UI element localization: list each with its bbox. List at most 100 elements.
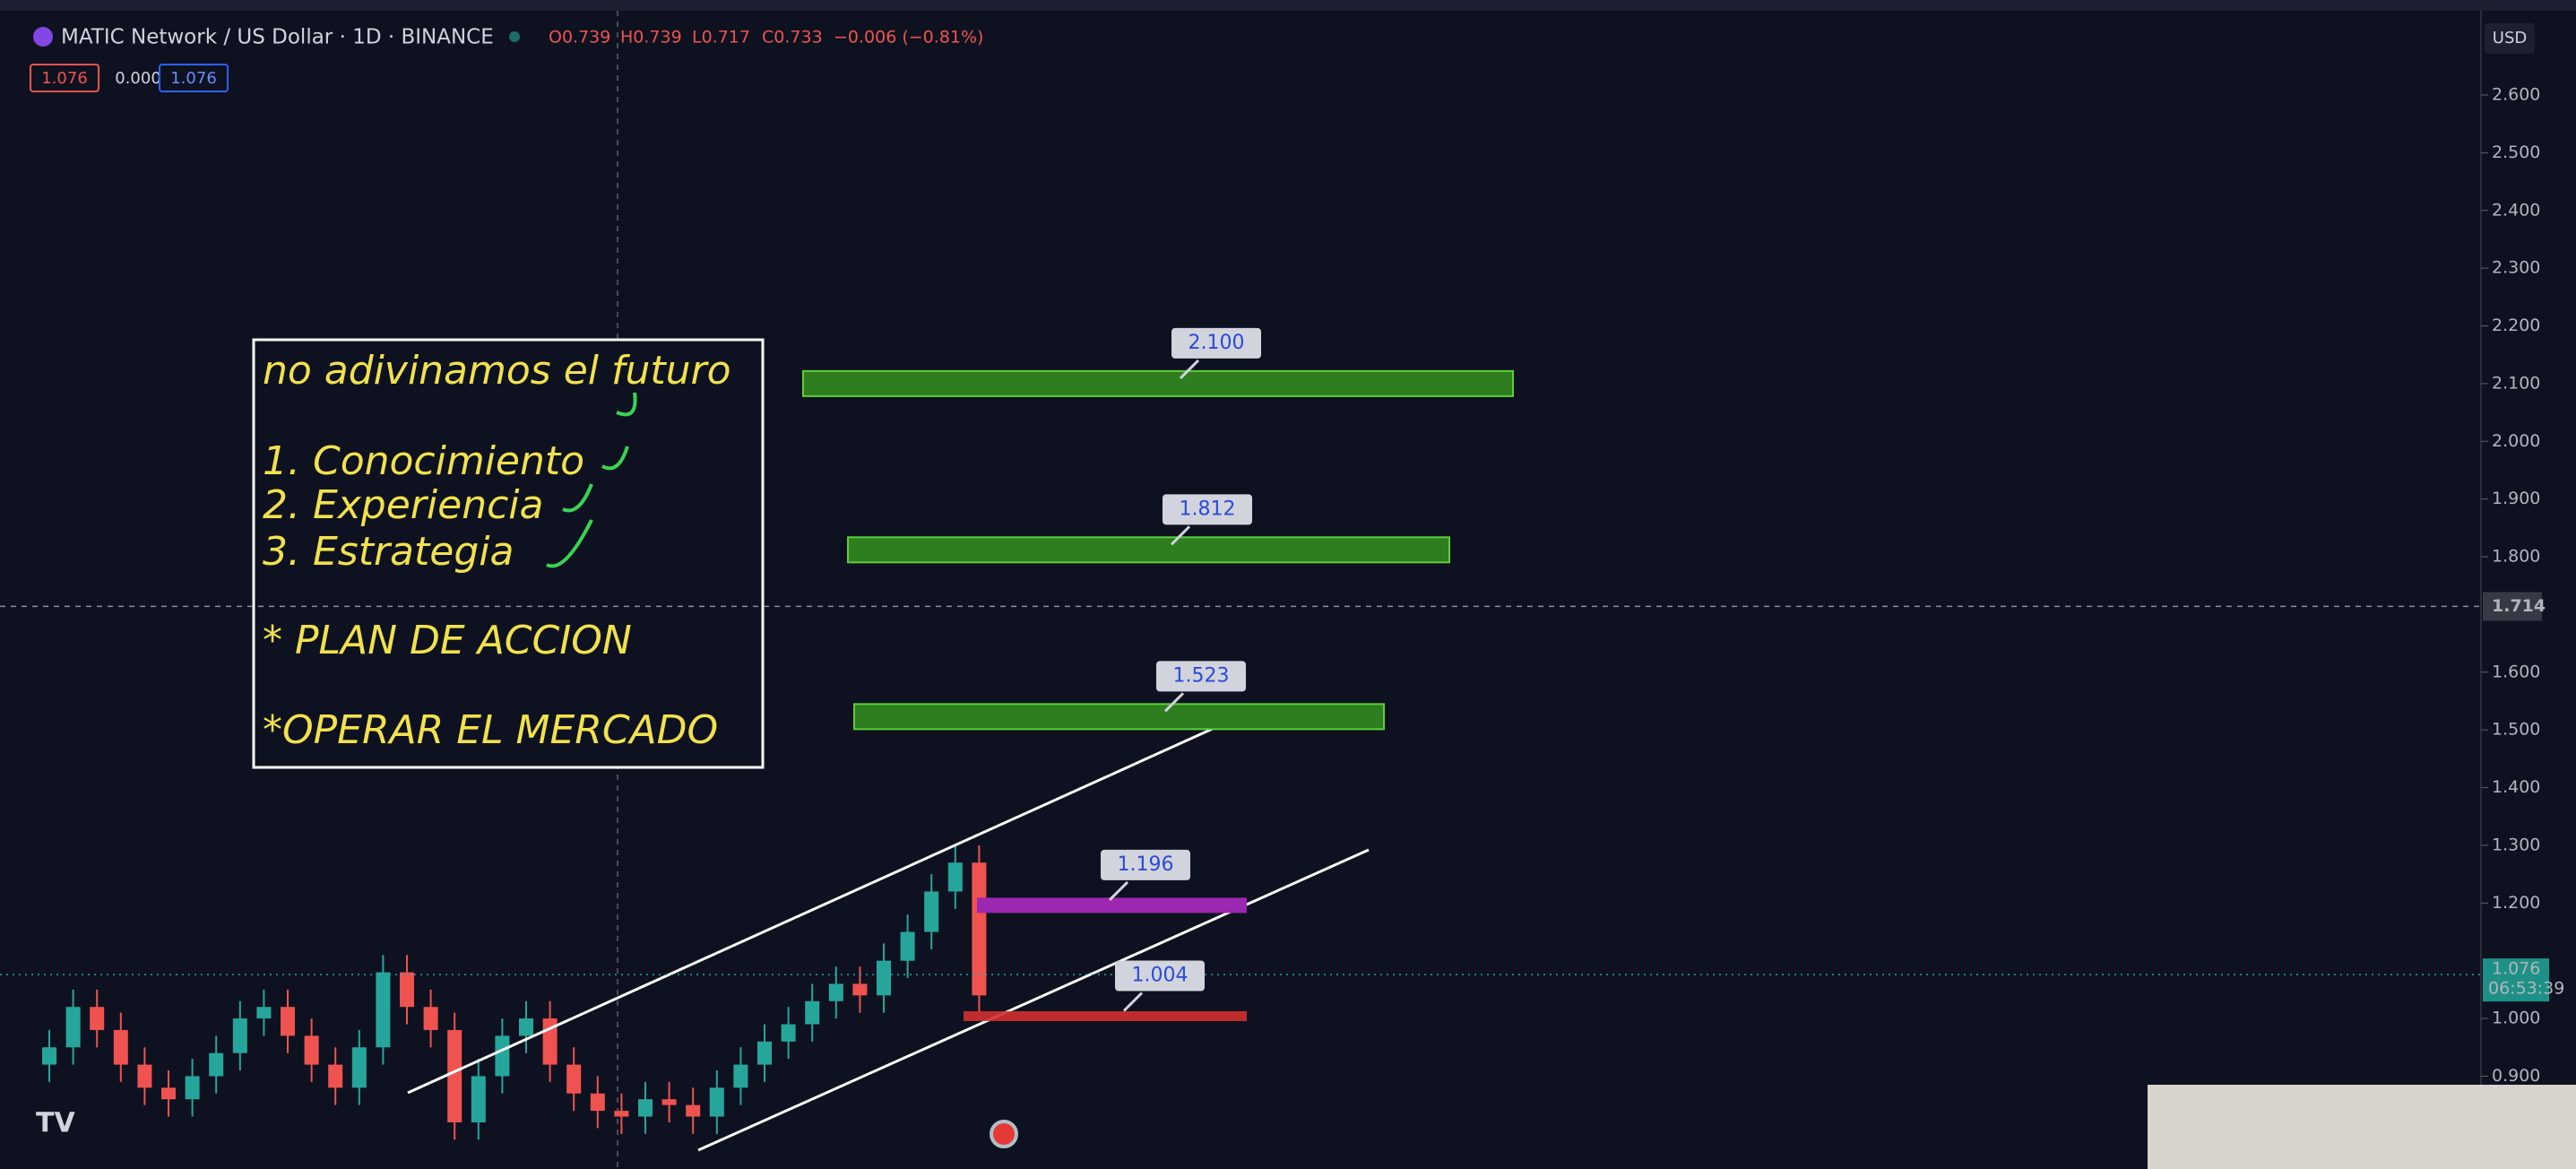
y-tick-label: 2.500	[2492, 143, 2540, 162]
candle-body	[447, 1029, 462, 1122]
y-tick-label: 1.500	[2492, 720, 2540, 740]
ohlc-value: L0.717	[692, 28, 750, 48]
y-tick-label: 2.600	[2492, 85, 2540, 105]
y-tick-label: 1.900	[2492, 489, 2540, 508]
level-label: 1.004	[1132, 965, 1189, 987]
level-label-box	[1163, 494, 1252, 525]
candle-body	[232, 1018, 247, 1053]
candle-body	[924, 891, 939, 932]
candle-body	[137, 1064, 152, 1088]
candle-body	[209, 1052, 224, 1077]
ohlc-value: C0.733	[762, 28, 823, 48]
check-marks	[546, 392, 637, 568]
candle-body	[877, 960, 891, 996]
candle-body	[972, 862, 987, 996]
level-zone	[847, 536, 1450, 564]
plot	[42, 844, 987, 1140]
label-pointer	[1163, 692, 1185, 713]
note-action: * PLAN DE ACCION	[263, 618, 632, 663]
note-item: 2. Experiencia	[263, 482, 543, 528]
candle-body	[638, 1099, 653, 1117]
top-strip	[0, 0, 2576, 11]
candle-body	[757, 1041, 772, 1065]
candle-body	[805, 1000, 820, 1025]
y-tick-label: 1.800	[2492, 547, 2540, 567]
y-tick-label: 1.300	[2492, 835, 2540, 854]
note-action: *OPERAR EL MERCADO	[263, 707, 718, 753]
candle-body	[42, 1047, 56, 1065]
y-tick-label: 0.900	[2492, 1066, 2540, 1086]
level-label-box	[1156, 661, 1246, 692]
candle-body	[161, 1087, 176, 1100]
candle-body	[281, 1007, 295, 1036]
y-tick-label: 1.400	[2492, 777, 2540, 797]
candle-body	[590, 1093, 605, 1112]
candle-body	[185, 1076, 200, 1100]
symbol-icon	[33, 27, 53, 47]
y-tick-label: 1.000	[2492, 1009, 2540, 1028]
y-tick-label: 2.400	[2492, 200, 2540, 220]
y-tick-label: 2.000	[2492, 431, 2540, 451]
candle-body	[113, 1029, 128, 1065]
flag-icon	[990, 1120, 1018, 1148]
candle-body	[376, 972, 391, 1048]
crosshair-label-box	[2483, 592, 2542, 621]
level-label: 1.812	[1180, 498, 1236, 520]
label-pointer	[1108, 880, 1129, 901]
channel-lower	[697, 848, 1370, 1152]
candle-body	[519, 1018, 533, 1036]
level-label: 1.523	[1173, 664, 1230, 687]
note-item: 3. Estrategia	[263, 529, 514, 575]
note-box	[252, 338, 765, 769]
candle-body	[661, 1099, 677, 1105]
candle-body	[90, 1007, 105, 1030]
indicator: 1.076 0.000 1.076	[30, 64, 229, 92]
channel-upper	[407, 722, 1225, 1095]
candle-body	[852, 983, 868, 996]
candle-body	[733, 1064, 748, 1088]
indicator-box	[30, 64, 99, 92]
last-price-label: 1.076	[2492, 959, 2540, 979]
ohlc-value: O0.739	[549, 28, 610, 48]
candle-body	[304, 1035, 319, 1065]
candle-body	[947, 862, 963, 892]
y-tick-label: 2.300	[2492, 258, 2540, 278]
ohlc-value: H0.739	[620, 28, 682, 48]
symbol: MATIC Network / US Dollar · 1D · BINANCE	[61, 26, 494, 49]
y-tick-label: 1.200	[2492, 893, 2540, 913]
candle-body	[65, 1007, 81, 1048]
candle-body	[351, 1047, 367, 1088]
candle-body	[256, 1007, 272, 1019]
note-title: no adivinamos el futuro	[263, 348, 731, 394]
logo: TV	[36, 1108, 75, 1139]
status-dot	[509, 31, 520, 42]
last-price-box	[2483, 958, 2549, 1002]
level-label: 1.196	[1118, 853, 1174, 876]
candle-body	[495, 1035, 510, 1077]
level-zone	[802, 369, 1514, 397]
y-tick-label: 1.600	[2492, 662, 2540, 681]
level-zone	[853, 703, 1385, 731]
level-label-box	[1101, 849, 1190, 880]
y-tick-label: 2.200	[2492, 316, 2540, 335]
y-tick-label: 2.100	[2492, 373, 2540, 393]
indicator-value: 1.076	[170, 69, 217, 88]
currency-box[interactable]	[2485, 23, 2535, 54]
level-label-box	[1115, 960, 1205, 991]
candle-body	[400, 972, 414, 1008]
level-label: 2.100	[1189, 332, 1245, 354]
indicator-value: 0.000	[115, 69, 161, 88]
currency: USD	[2493, 29, 2527, 48]
note-item: 1. Conocimiento	[263, 438, 584, 484]
countdown: 06:53:39	[2488, 979, 2564, 999]
candle-body	[900, 931, 915, 961]
level-zone	[964, 1011, 1247, 1022]
candle-body	[423, 1007, 438, 1030]
candle-body	[328, 1064, 343, 1088]
indicator-value: 1.076	[41, 69, 88, 88]
level-zone	[977, 897, 1247, 914]
crosshair-label: 1.714	[2492, 596, 2546, 616]
candle-body	[566, 1064, 582, 1094]
candle-body	[709, 1087, 724, 1117]
